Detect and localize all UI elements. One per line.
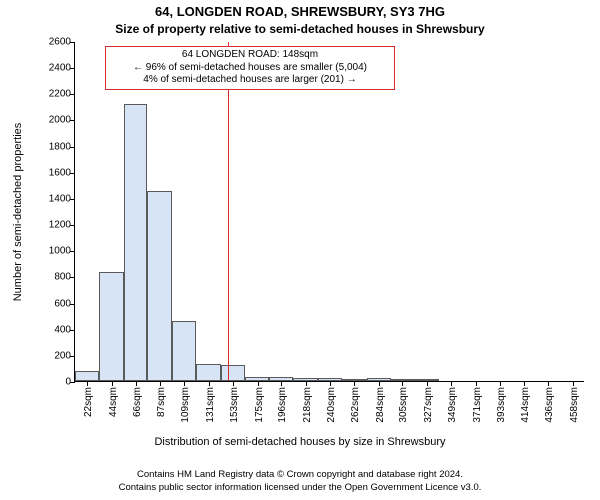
x-tick-mark <box>379 381 380 386</box>
x-tick-label: 305sqm <box>398 387 409 423</box>
x-tick-mark <box>402 381 403 386</box>
x-tick-label: 87sqm <box>156 387 167 417</box>
y-tick-label: 200 <box>54 350 75 361</box>
x-tick-label: 218sqm <box>302 387 313 423</box>
x-tick-mark <box>330 381 331 386</box>
y-tick-label: 1800 <box>49 141 75 152</box>
chart-container: 64, LONGDEN ROAD, SHREWSBURY, SY3 7HG Si… <box>0 0 600 500</box>
y-tick-label: 0 <box>65 377 75 388</box>
x-tick-mark <box>184 381 185 386</box>
x-tick-mark <box>427 381 428 386</box>
x-tick-label: 175sqm <box>254 387 265 423</box>
histogram-bar <box>221 365 245 381</box>
x-tick-mark <box>306 381 307 386</box>
y-tick-label: 2000 <box>49 115 75 126</box>
x-tick-mark <box>209 381 210 386</box>
x-tick-label: 44sqm <box>108 387 119 417</box>
x-tick-mark <box>160 381 161 386</box>
page-title-2: Size of property relative to semi-detach… <box>0 22 600 36</box>
histogram-bar <box>99 272 123 381</box>
y-tick-label: 1400 <box>49 193 75 204</box>
footer-line-2: Contains public sector information licen… <box>0 482 600 494</box>
histogram-bar <box>75 371 99 381</box>
y-tick-label: 1600 <box>49 167 75 178</box>
x-tick-label: 109sqm <box>180 387 191 423</box>
x-tick-mark <box>281 381 282 386</box>
histogram-bar <box>124 104 147 381</box>
x-tick-mark <box>524 381 525 386</box>
x-tick-label: 327sqm <box>423 387 434 423</box>
footer-line-1: Contains HM Land Registry data © Crown c… <box>0 469 600 481</box>
x-tick-mark <box>354 381 355 386</box>
x-tick-mark <box>500 381 501 386</box>
x-tick-mark <box>233 381 234 386</box>
x-tick-mark <box>112 381 113 386</box>
x-tick-mark <box>548 381 549 386</box>
page-title-1: 64, LONGDEN ROAD, SHREWSBURY, SY3 7HG <box>0 4 600 19</box>
y-tick-label: 1200 <box>49 220 75 231</box>
y-tick-label: 2400 <box>49 63 75 74</box>
x-tick-label: 240sqm <box>326 387 337 423</box>
annotation-box: 64 LONGDEN ROAD: 148sqm← 96% of semi-det… <box>105 46 395 90</box>
histogram-bar <box>196 364 220 381</box>
x-tick-label: 22sqm <box>83 387 94 417</box>
x-tick-label: 196sqm <box>277 387 288 423</box>
x-tick-mark <box>476 381 477 386</box>
annotation-line: 4% of semi-detached houses are larger (2… <box>112 74 388 87</box>
y-tick-label: 400 <box>54 324 75 335</box>
x-tick-label: 436sqm <box>544 387 555 423</box>
x-tick-label: 131sqm <box>205 387 216 423</box>
x-tick-mark <box>451 381 452 386</box>
x-tick-label: 371sqm <box>472 387 483 423</box>
x-tick-label: 284sqm <box>375 387 386 423</box>
y-tick-label: 1000 <box>49 246 75 257</box>
x-tick-label: 414sqm <box>520 387 531 423</box>
y-tick-label: 2600 <box>49 37 75 48</box>
x-tick-mark <box>573 381 574 386</box>
x-tick-mark <box>258 381 259 386</box>
x-tick-mark <box>87 381 88 386</box>
x-tick-label: 262sqm <box>350 387 361 423</box>
annotation-line: ← 96% of semi-detached houses are smalle… <box>112 62 388 75</box>
annotation-line: 64 LONGDEN ROAD: 148sqm <box>112 49 388 62</box>
x-tick-label: 153sqm <box>229 387 240 423</box>
y-axis-label: Number of semi-detached properties <box>12 123 24 302</box>
plot-area: 0200400600800100012001400160018002000220… <box>74 42 584 382</box>
x-axis-label: Distribution of semi-detached houses by … <box>0 436 600 448</box>
bars-layer <box>75 42 584 381</box>
footer-attribution: Contains HM Land Registry data © Crown c… <box>0 469 600 494</box>
x-tick-mark <box>136 381 137 386</box>
histogram-bar <box>147 191 171 381</box>
histogram-bar <box>172 321 196 381</box>
x-tick-label: 349sqm <box>447 387 458 423</box>
y-tick-label: 600 <box>54 298 75 309</box>
x-tick-label: 458sqm <box>569 387 580 423</box>
x-tick-label: 66sqm <box>132 387 143 417</box>
x-tick-label: 393sqm <box>496 387 507 423</box>
y-tick-label: 2200 <box>49 89 75 100</box>
y-tick-label: 800 <box>54 272 75 283</box>
marker-vline <box>228 42 229 381</box>
